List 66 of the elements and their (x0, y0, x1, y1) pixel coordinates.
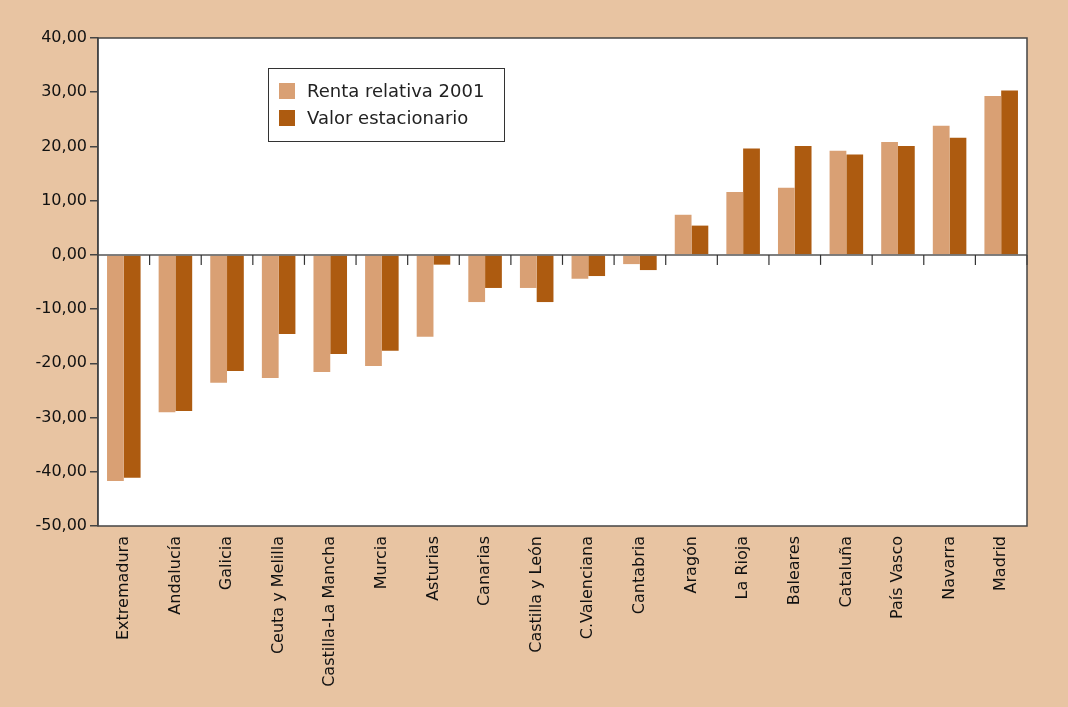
x-tick-label: Extremadura (112, 536, 132, 640)
bar (536, 255, 554, 303)
bar (313, 255, 331, 373)
y-tick-label: -20,00 (35, 352, 87, 372)
bar (278, 255, 296, 335)
y-tick-label: -30,00 (35, 406, 87, 426)
bar (227, 255, 244, 371)
x-tick-label: La Rioja (732, 536, 752, 600)
bar (829, 150, 847, 255)
bar (123, 255, 141, 478)
bar (897, 145, 915, 255)
x-tick-label: Murcia (371, 536, 391, 590)
bar (261, 255, 279, 378)
bar (416, 255, 434, 337)
x-tick-label: Canarias (474, 536, 494, 607)
x-tick-label: Castilla y León (525, 536, 545, 653)
x-tick-label: Galicia (216, 536, 236, 591)
legend-label: Renta relativa 2001 (307, 79, 485, 103)
bar (365, 255, 382, 367)
y-tick-label: -50,00 (35, 515, 87, 535)
y-tick-label: -40,00 (35, 460, 87, 480)
bar (623, 255, 640, 265)
y-tick-label: 0,00 (51, 244, 87, 264)
bar (158, 255, 176, 413)
y-tick-label: 10,00 (41, 189, 87, 209)
bar (691, 225, 709, 255)
bar (881, 142, 898, 255)
x-tick-label: Baleares (783, 536, 803, 606)
bar (330, 255, 348, 355)
bar (777, 187, 795, 255)
bar (794, 145, 812, 255)
bar (210, 255, 228, 383)
x-tick-label: Asturias (422, 536, 442, 601)
x-tick-label: Castilla-La Mancha (319, 536, 339, 687)
bar (571, 255, 589, 279)
bar (674, 214, 692, 255)
x-tick-label: Ceuta y Melilla (267, 536, 287, 655)
x-tick-label: Navarra (938, 536, 958, 600)
x-tick-label: Aragón (680, 536, 700, 594)
bar (743, 148, 760, 255)
bar (485, 255, 502, 288)
bar (107, 255, 124, 481)
x-tick-label: Andalucía (164, 536, 184, 615)
bar (381, 255, 399, 351)
x-tick-label: Madrid (990, 536, 1010, 591)
bar (639, 255, 657, 271)
bar (588, 255, 606, 277)
x-tick-label: Cantabria (629, 536, 649, 615)
bar (932, 125, 950, 255)
bar (1001, 90, 1018, 255)
legend-label: Valor estacionario (307, 106, 469, 130)
x-tick-label: País Vasco (887, 536, 907, 620)
x-tick-label: Cataluña (835, 536, 855, 608)
x-tick-label: C.Valenciana (577, 536, 597, 640)
y-tick-label: 20,00 (41, 135, 87, 155)
bar (949, 137, 967, 255)
bar (519, 255, 537, 288)
y-tick-label: -10,00 (35, 298, 87, 318)
bar (984, 96, 1002, 255)
bar (468, 255, 486, 303)
y-tick-label: 30,00 (41, 81, 87, 101)
bar (726, 191, 744, 255)
bar (433, 255, 451, 265)
bar (846, 154, 864, 255)
y-tick-label: 40,00 (41, 27, 87, 47)
bar (175, 255, 193, 412)
